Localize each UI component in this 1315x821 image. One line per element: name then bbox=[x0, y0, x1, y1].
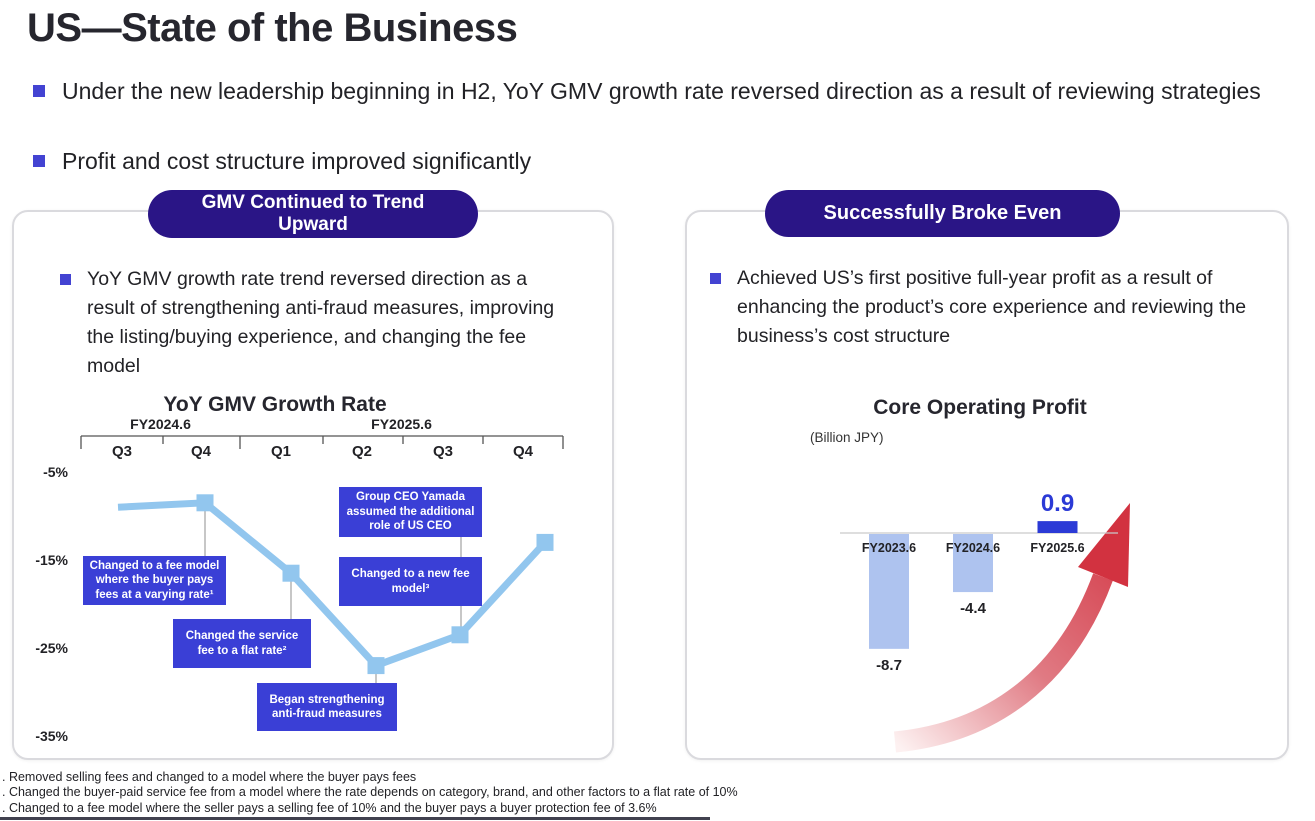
footnote-1: . Removed selling fees and changed to a … bbox=[2, 770, 417, 784]
profit-bar-negative bbox=[953, 534, 993, 593]
right-panel-bullet-text: Achieved US’s first positive full-year p… bbox=[737, 267, 1247, 347]
right-panel-card bbox=[685, 210, 1289, 760]
quarter-label: Q3 bbox=[112, 443, 132, 460]
bullet-marker bbox=[33, 155, 45, 167]
data-point-marker bbox=[536, 533, 554, 551]
data-point-marker bbox=[282, 564, 300, 582]
bar-value-label: -8.7 bbox=[876, 657, 902, 674]
y-axis-tick-label: -15% bbox=[35, 552, 68, 568]
core-operating-profit-title: Core Operating Profit bbox=[873, 396, 1087, 419]
annotation-fee-model-varying-rate: Changed to a fee model where the buyer p… bbox=[83, 556, 226, 605]
footer-divider bbox=[0, 817, 710, 820]
footnotes: . Removed selling fees and changed to a … bbox=[2, 770, 738, 816]
page-title: US—State of the Business bbox=[27, 6, 518, 50]
annotation-service-fee-flat-rate: Changed the service fee to a flat rate² bbox=[173, 619, 311, 668]
top-bullet-1-text: Under the new leadership beginning in H2… bbox=[62, 78, 1261, 104]
top-bullet-2-text: Profit and cost structure improved signi… bbox=[62, 148, 532, 174]
profit-bar-negative bbox=[869, 534, 909, 649]
bar-value-label: 0.9 bbox=[1041, 490, 1074, 517]
left-panel-bullet: YoY GMV growth rate trend reversed direc… bbox=[60, 265, 571, 381]
footnote-3: . Changed to a fee model where the selle… bbox=[2, 800, 657, 815]
annotation-anti-fraud-measures: Began strengthening anti-fraud measures bbox=[257, 683, 397, 731]
top-bullet-2: Profit and cost structure improved signi… bbox=[33, 144, 1281, 179]
right-panel-bullet: Achieved US’s first positive full-year p… bbox=[710, 264, 1277, 351]
gmv-chart-title: YoY GMV Growth Rate bbox=[163, 393, 387, 416]
quarter-label: Q3 bbox=[433, 443, 453, 460]
left-panel-header-pill: GMV Continued to Trend Upward bbox=[148, 190, 478, 238]
top-bullet-1: Under the new leadership beginning in H2… bbox=[33, 74, 1281, 109]
bar-category-label: FY2025.6 bbox=[1030, 541, 1084, 555]
right-panel-header-pill: Successfully Broke Even bbox=[765, 190, 1120, 237]
data-point-marker bbox=[196, 494, 214, 512]
quarter-label: Q4 bbox=[513, 443, 534, 460]
billion-jpy-label: (Billion JPY) bbox=[810, 430, 884, 445]
y-axis-tick-label: -25% bbox=[35, 640, 68, 656]
bullet-marker bbox=[710, 273, 721, 284]
bar-category-label: FY2024.6 bbox=[946, 541, 1000, 555]
annotation-ceo-yamada: Group CEO Yamada assumed the additional … bbox=[339, 487, 482, 537]
left-panel-card bbox=[12, 210, 614, 760]
data-point-marker bbox=[367, 657, 385, 675]
gmv-growth-rate-chart: FY2024.6 FY2025.6Q3 Q4 Q1 Q2 Q3 Q4-5%-15%-25%-… bbox=[35, 416, 564, 744]
y-axis-tick-label: -35% bbox=[35, 728, 68, 744]
profit-bar-positive bbox=[1037, 521, 1078, 533]
bullet-marker bbox=[60, 274, 71, 285]
y-axis-tick-label: -5% bbox=[43, 464, 68, 480]
growth-arrow-body bbox=[894, 573, 1113, 753]
annotation-new-fee-model: Changed to a new fee model³ bbox=[339, 557, 482, 606]
fiscal-year-label: FY2025.6 bbox=[371, 416, 432, 432]
bullet-marker bbox=[33, 85, 45, 97]
bar-category-label: FY2023.6 bbox=[862, 541, 916, 555]
footnote-2: . Changed the buyer-paid service fee fro… bbox=[2, 785, 738, 800]
quarter-label: Q1 bbox=[271, 443, 291, 460]
core-operating-profit-chart: -8.7 FY2023.6 -4.4 FY2024.6 0.9 FY2025.6 bbox=[840, 490, 1130, 753]
quarter-label: Q2 bbox=[352, 443, 372, 460]
gmv-line-series bbox=[117, 499, 548, 670]
quarter-label: Q4 bbox=[191, 443, 212, 460]
bar-value-label: -4.4 bbox=[960, 600, 987, 617]
growth-arrow-head-icon bbox=[1078, 503, 1130, 587]
data-point-marker bbox=[451, 626, 469, 644]
left-panel-bullet-text: YoY GMV growth rate trend reversed direc… bbox=[87, 268, 555, 377]
fiscal-year-label: FY2024.6 bbox=[130, 416, 191, 432]
